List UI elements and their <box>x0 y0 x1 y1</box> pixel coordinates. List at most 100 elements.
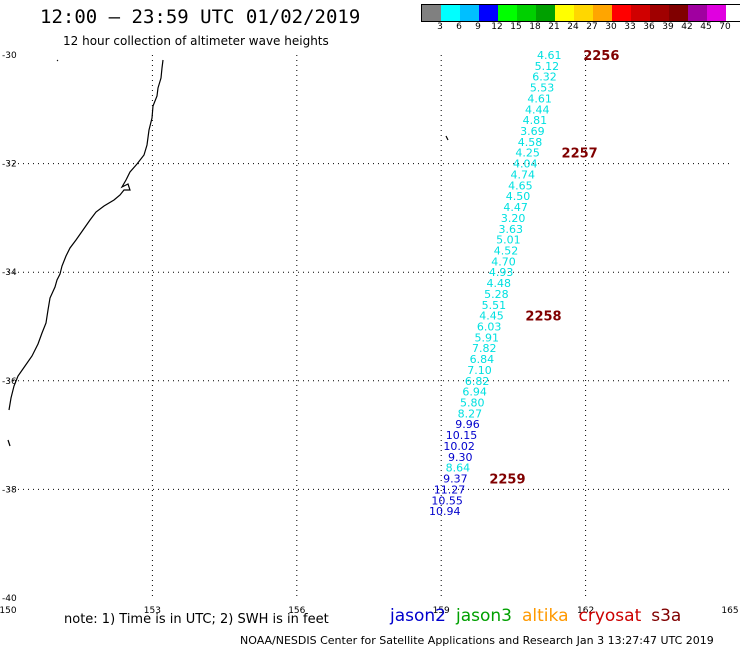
wave-height-value: 6.32 <box>532 71 557 84</box>
time-label: 2259 <box>489 473 525 488</box>
wave-height-value: 4.25 <box>515 147 540 160</box>
wave-height-value: 4.48 <box>486 277 511 290</box>
color-swatch <box>517 5 536 21</box>
altimeter-track: 4.615.126.325.534.614.444.813.694.584.25… <box>429 49 562 518</box>
lon-tick-label: 150 <box>0 606 17 616</box>
wave-height-value: 8.27 <box>458 407 483 420</box>
wave-height-value: 10.02 <box>443 440 475 453</box>
wave-height-value: 7.82 <box>472 342 497 355</box>
wave-height-value: 9.37 <box>443 473 468 486</box>
color-scale-label: 15 <box>510 22 522 32</box>
color-swatch <box>612 5 631 21</box>
page-title: 12:00 – 23:59 UTC 01/02/2019 <box>40 6 361 28</box>
wave-height-value: 6.84 <box>470 353 495 366</box>
color-scale-label: 39 <box>662 22 674 32</box>
wave-height-value: 4.61 <box>537 49 562 62</box>
wave-height-value: 11.27 <box>434 483 466 496</box>
island <box>445 135 449 141</box>
color-scale-label: 33 <box>624 22 636 32</box>
color-scale-label: 24 <box>567 22 579 32</box>
wave-height-value: 3.69 <box>520 125 545 138</box>
color-swatch <box>536 5 555 21</box>
color-scale-label: 12 <box>491 22 503 32</box>
satellite-legend: jason2 jason3 altika cryosat s3a <box>390 606 691 626</box>
wave-height-value: 5.12 <box>535 60 560 73</box>
lon-tick-label: 165 <box>721 606 738 616</box>
wave-height-value: 6.82 <box>465 375 490 388</box>
color-swatch <box>650 5 669 21</box>
color-swatch <box>555 5 574 21</box>
wave-height-value: 3.20 <box>501 212 526 225</box>
lat-tick-label: -36 <box>2 377 17 387</box>
coastline-fragment <box>7 439 11 447</box>
color-swatch <box>574 5 593 21</box>
credit-line: NOAA/NESDIS Center for Satellite Applica… <box>240 634 714 647</box>
color-swatch <box>441 5 460 21</box>
wave-height-value: 5.80 <box>460 397 485 410</box>
wave-height-value: 4.61 <box>527 92 552 105</box>
lon-tick-label: 159 <box>433 606 450 616</box>
color-scale-label: 21 <box>548 22 560 32</box>
map-tick-labels: 150 153 156 159 162 165 -30 -32 -34 -36 -38 -40 <box>0 51 739 616</box>
color-scale-label: 9 <box>475 22 481 32</box>
wave-height-value: 4.44 <box>525 103 550 116</box>
color-scale-label: 45 <box>700 22 712 32</box>
wave-height-value: 4.04 <box>513 158 538 171</box>
time-label: 2256 <box>583 49 619 64</box>
wave-height-value: 4.70 <box>491 255 516 268</box>
color-swatch <box>498 5 517 21</box>
color-scale-label: 18 <box>529 22 541 32</box>
wave-height-value: 9.30 <box>448 451 473 464</box>
color-scale-label: 70 <box>719 22 731 32</box>
wave-height-value: 4.93 <box>489 266 514 279</box>
wave-height-value: 5.01 <box>496 234 521 247</box>
wave-height-value: 5.53 <box>530 82 555 95</box>
lat-tick-label: -40 <box>2 594 17 604</box>
wave-height-value: 3.63 <box>499 223 524 236</box>
color-swatch <box>726 5 740 21</box>
color-swatch <box>707 5 726 21</box>
coastline <box>8 59 164 411</box>
lon-tick-label: 162 <box>577 606 594 616</box>
wave-height-value: 4.65 <box>508 179 533 192</box>
time-label: 2257 <box>562 147 598 162</box>
color-swatch <box>460 5 479 21</box>
color-swatch <box>422 5 441 21</box>
wave-height-value: 5.91 <box>474 331 499 344</box>
wave-height-value: 4.52 <box>494 244 519 257</box>
island <box>56 59 59 62</box>
satellite-legend-item: s3a <box>651 606 682 626</box>
color-scale-label: 6 <box>456 22 462 32</box>
satellite-legend-item: jason3 <box>456 606 512 626</box>
color-swatch <box>688 5 707 21</box>
wave-height-value: 6.94 <box>462 386 487 399</box>
lat-tick-label: -38 <box>2 485 17 495</box>
wave-height-value: 4.58 <box>518 136 543 149</box>
satellite-legend-item: altika <box>522 606 569 626</box>
wave-height-value: 10.55 <box>431 494 463 507</box>
wave-height-value: 4.81 <box>523 114 548 127</box>
time-label: 2258 <box>525 310 561 325</box>
wave-height-value: 5.51 <box>482 299 507 312</box>
footnote: note: 1) Time is in UTC; 2) SWH is in fe… <box>64 612 329 627</box>
color-scale-label: 27 <box>586 22 598 32</box>
wave-height-value: 4.45 <box>479 310 504 323</box>
wave-height-value: 5.28 <box>484 288 509 301</box>
color-scale-label: 3 <box>437 22 443 32</box>
wave-height-value: 4.74 <box>511 168 536 181</box>
time-labels: 2256 2257 2258 2259 <box>489 49 619 488</box>
map-grid <box>8 55 730 598</box>
color-swatch <box>479 5 498 21</box>
color-swatch <box>593 5 612 21</box>
color-swatch <box>631 5 650 21</box>
color-swatch <box>669 5 688 21</box>
color-scale-label: 36 <box>643 22 655 32</box>
wave-height-value: 7.10 <box>467 364 492 377</box>
wave-height-value: 6.03 <box>477 321 502 334</box>
lat-tick-label: -30 <box>2 51 17 61</box>
lat-tick-label: -34 <box>2 268 17 278</box>
wave-height-value: 4.47 <box>503 201 528 214</box>
lat-tick-label: -32 <box>2 160 17 170</box>
